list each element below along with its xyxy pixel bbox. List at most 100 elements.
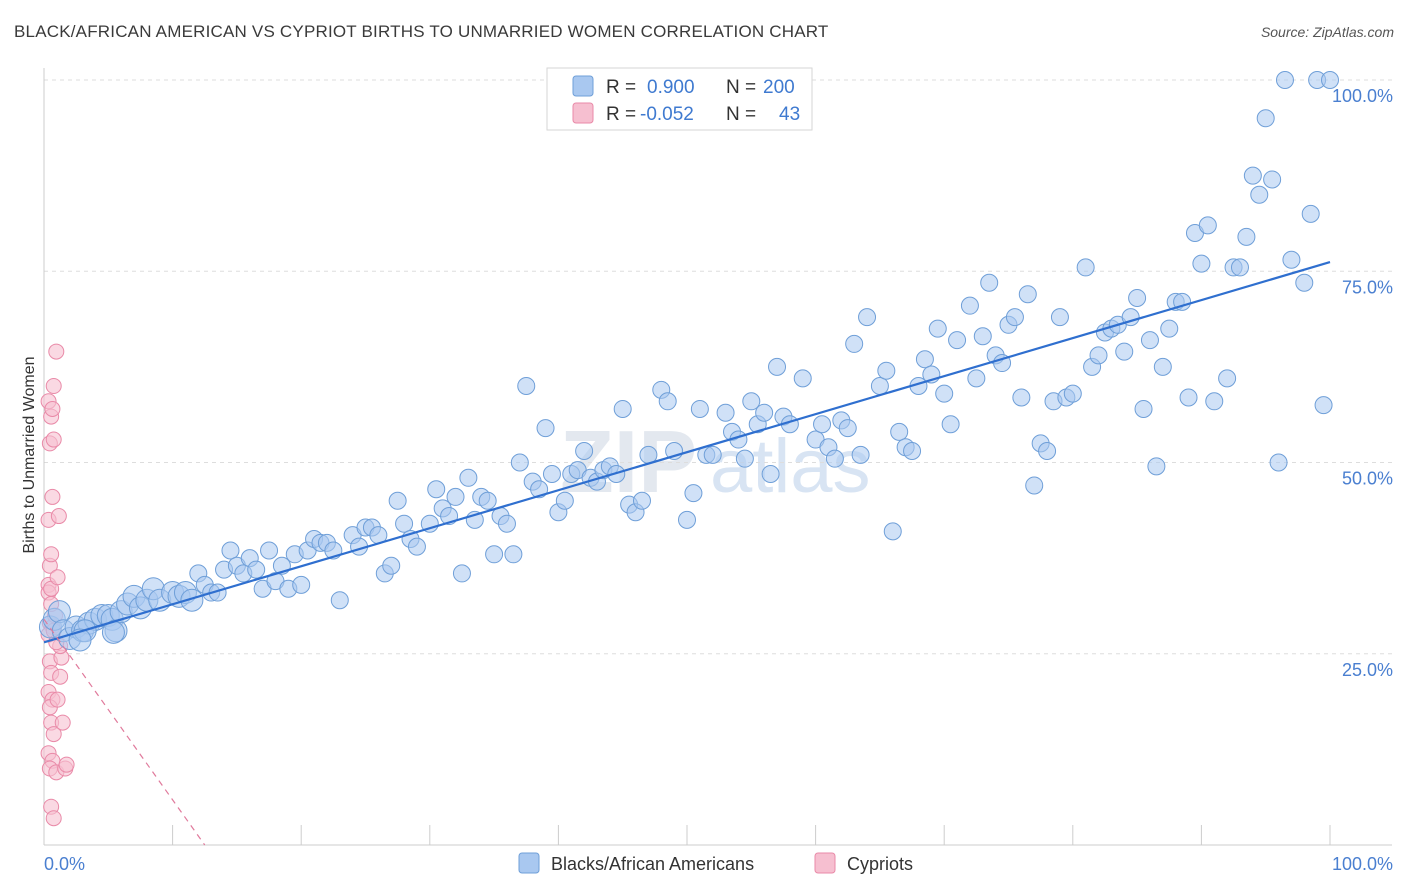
black-point-138 [980, 273, 999, 292]
black-point-136 [967, 369, 986, 388]
legend-bottom-swatch-blue [518, 852, 540, 874]
legend-bottom-label-pink: Cypriots [847, 854, 913, 874]
cypriot-point-8 [45, 378, 62, 394]
black-point-181 [1275, 71, 1294, 89]
black-point-67 [478, 491, 497, 510]
legend-r-value-2: -0.052 [640, 104, 694, 125]
black-point-108 [761, 464, 780, 483]
black-point-182 [1269, 453, 1288, 472]
black-trend-line [43, 261, 1331, 644]
black-point-119 [845, 334, 864, 353]
cypriot-point-9 [48, 343, 65, 360]
black-point-76 [536, 419, 555, 438]
legend-bottom-swatch-pink [814, 852, 836, 874]
black-point-175 [1230, 258, 1249, 277]
y-tick-label-0: 25.0% [1342, 660, 1393, 680]
black-point-122 [870, 377, 889, 395]
cypriot-point-29 [50, 508, 67, 525]
black-point-147 [1038, 442, 1057, 461]
black-point-161 [1134, 399, 1153, 418]
black-point-179 [1256, 109, 1275, 128]
black-point-23 [180, 588, 204, 612]
cypriot-point-36 [49, 569, 66, 586]
black-point-188 [1321, 71, 1339, 89]
black-point-53 [382, 556, 401, 575]
y-tick-label-2: 75.0% [1342, 277, 1393, 297]
black-point-160 [1128, 289, 1147, 308]
black-point-40 [292, 575, 311, 594]
black-point-127 [903, 442, 922, 461]
trend-lines [43, 261, 1331, 846]
black-point-101 [716, 403, 735, 422]
cypriot-point-28 [45, 810, 62, 827]
black-point-191 [68, 628, 92, 652]
black-point-68 [485, 545, 504, 564]
black-points [38, 71, 1339, 652]
legend-r-label-1: R = [606, 77, 636, 98]
black-point-187 [1314, 396, 1333, 415]
black-point-73 [517, 377, 536, 395]
cypriot-point-22 [45, 726, 62, 743]
black-point-77 [542, 464, 561, 483]
axes: 25.0% 50.0% 75.0% 100.0% 0.0% 100.0% [43, 68, 1393, 874]
black-point-177 [1243, 166, 1262, 185]
black-point-145 [1025, 476, 1044, 495]
black-point-162 [1140, 331, 1159, 350]
legend-n-label-2: N = [726, 104, 756, 125]
black-point-132 [935, 384, 954, 403]
black-point-164 [1153, 357, 1172, 376]
black-point-98 [690, 399, 709, 418]
cypriot-points [40, 343, 75, 827]
black-point-178 [1250, 185, 1269, 204]
black-point-70 [497, 514, 516, 533]
black-point-57 [407, 537, 426, 556]
black-point-109 [768, 357, 787, 376]
black-point-163 [1147, 457, 1166, 476]
legend-r-label-2: R = [606, 104, 636, 125]
black-point-124 [883, 522, 902, 541]
chart-title: BLACK/AFRICAN AMERICAN VS CYPRIOT BIRTHS… [14, 22, 829, 41]
black-point-79 [555, 491, 574, 510]
black-point-137 [973, 327, 992, 346]
black-point-129 [915, 350, 934, 369]
black-point-62 [446, 487, 465, 506]
black-point-171 [1198, 216, 1217, 235]
black-point-165 [1160, 319, 1179, 338]
black-point-154 [1089, 346, 1108, 365]
cypriot-point-33 [49, 691, 66, 708]
black-point-104 [735, 449, 754, 468]
black-point-185 [1301, 204, 1320, 223]
black-point-116 [825, 449, 844, 468]
black-point-96 [678, 510, 696, 529]
black-point-100 [703, 445, 722, 464]
black-point-33 [247, 560, 266, 579]
black-point-2 [47, 600, 71, 624]
black-point-158 [1115, 342, 1134, 361]
black-point-152 [1076, 258, 1095, 277]
cypriot-point-40 [58, 756, 75, 773]
black-point-135 [960, 296, 979, 315]
black-point-183 [1282, 250, 1301, 269]
black-point-133 [941, 415, 960, 434]
black-point-134 [948, 331, 967, 350]
black-point-82 [575, 442, 594, 461]
black-point-91 [632, 491, 651, 510]
black-point-184 [1295, 273, 1314, 292]
black-point-107 [755, 403, 774, 422]
black-point-63 [452, 564, 471, 583]
cypriot-point-2 [43, 546, 60, 563]
black-point-54 [388, 491, 407, 510]
black-point-131 [928, 319, 947, 338]
y-tick-label-3: 100.0% [1332, 86, 1393, 106]
black-point-112 [793, 369, 812, 388]
source-label: Source: ZipAtlas.com [1260, 24, 1394, 40]
legend-swatch-blue [572, 75, 594, 97]
black-point-29 [221, 541, 240, 560]
black-point-71 [504, 545, 523, 564]
legend-n-value-2: 43 [779, 104, 800, 125]
black-point-176 [1237, 227, 1256, 246]
x-tick-label-0: 0.0% [44, 854, 85, 874]
black-point-55 [395, 514, 414, 533]
black-point-170 [1192, 254, 1211, 273]
